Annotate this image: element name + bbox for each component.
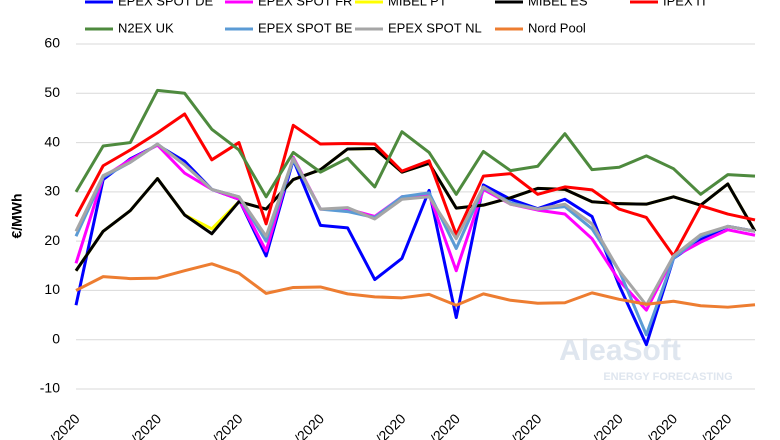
series-line bbox=[75, 262, 756, 309]
x-tick-label: /2020 bbox=[427, 410, 463, 440]
watermark-subtitle: ENERGY FORECASTING bbox=[603, 371, 732, 383]
legend-label: EPEX SPOT DE bbox=[118, 0, 213, 8]
legend-label: MIBEL ES bbox=[528, 0, 588, 8]
legend-label: EPEX SPOT FR bbox=[258, 0, 352, 8]
series-line bbox=[74, 112, 756, 258]
y-axis-label: €/MWh bbox=[9, 193, 25, 238]
x-tick-label: /2020 bbox=[590, 410, 626, 440]
x-tick-label: /2020 bbox=[373, 410, 409, 440]
watermark: AleaSoft bbox=[559, 334, 681, 367]
legend-label: Nord Pool bbox=[528, 20, 586, 35]
x-tick-label: /2020 bbox=[291, 410, 327, 440]
series-line bbox=[74, 146, 757, 272]
y-tick-label: 50 bbox=[44, 84, 60, 100]
series-line bbox=[74, 142, 756, 307]
series-line bbox=[74, 88, 756, 199]
y-tick-label: 40 bbox=[44, 133, 60, 149]
series-line bbox=[74, 143, 756, 347]
x-tick-label: /2020 bbox=[210, 410, 246, 440]
y-tick-label: 10 bbox=[44, 281, 60, 297]
legend-label: EPEX SPOT BE bbox=[258, 20, 353, 35]
series-line bbox=[74, 142, 756, 337]
y-tick-label: 30 bbox=[44, 183, 60, 199]
legend-label: IPEX IT bbox=[663, 0, 708, 8]
legend-label: N2EX UK bbox=[118, 20, 174, 35]
y-tick-label: -10 bbox=[40, 380, 60, 396]
legend-label: EPEX SPOT NL bbox=[388, 20, 482, 35]
x-tick-label: /2020 bbox=[128, 410, 164, 440]
legend-label: MIBEL PT bbox=[388, 0, 447, 8]
y-tick-label: 20 bbox=[44, 232, 60, 248]
x-tick-label: /2020 bbox=[508, 410, 544, 440]
y-tick-label: 0 bbox=[52, 330, 60, 346]
x-tick-label: /2020 bbox=[47, 410, 83, 440]
y-tick-label: 60 bbox=[44, 35, 60, 51]
x-tick-label: /2020 bbox=[698, 410, 734, 440]
x-tick-label: /2020 bbox=[644, 410, 680, 440]
